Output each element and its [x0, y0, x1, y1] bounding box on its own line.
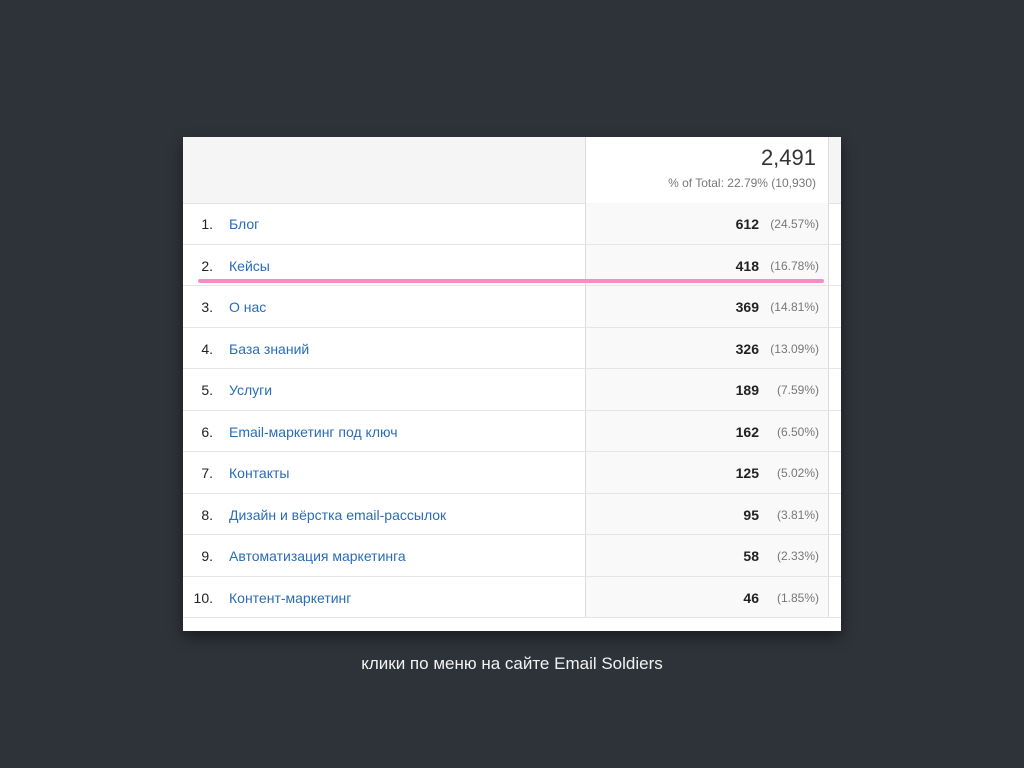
row-percent: (16.78%) — [770, 258, 819, 273]
metric-cell — [585, 452, 829, 493]
row-number: 9. — [201, 548, 213, 564]
table-row: 4. База знаний 326 (13.09%) — [183, 327, 841, 369]
row-percent: (13.09%) — [770, 341, 819, 356]
row-value: 125 — [735, 465, 759, 481]
row-link[interactable]: Кейсы — [229, 257, 270, 274]
slide-caption: клики по меню на сайте Email Soldiers — [361, 654, 663, 673]
row-number: 7. — [201, 465, 213, 481]
metric-cell — [585, 203, 829, 244]
highlight-underline — [198, 279, 824, 283]
row-link[interactable]: Услуги — [229, 382, 273, 398]
metric-cell — [585, 576, 829, 617]
table-row: 7. Контакты 125 (5.02%) — [183, 452, 841, 494]
row-percent: (7.59%) — [776, 383, 819, 397]
metric-cell — [585, 286, 829, 327]
row-value: 58 — [743, 548, 759, 564]
row-percent: (24.57%) — [770, 217, 819, 231]
metric-cell — [585, 410, 829, 451]
table-header: 2,491 % of Total: 22.79% (10,930) — [183, 137, 841, 204]
row-number: 10. — [193, 589, 213, 606]
table-row: 10. Контент-маркетинг 46 (1.85%) — [183, 576, 841, 618]
table-row: 5. Услуги 189 (7.59%) — [183, 369, 841, 411]
row-value: 95 — [743, 506, 759, 523]
row-number: 3. — [201, 299, 213, 315]
table-row: 6. Email-маркетинг под ключ 162 (6.50%) — [183, 410, 841, 452]
row-number: 8. — [201, 506, 213, 523]
table-row: 2. Кейсы 418 (16.78%) — [183, 244, 841, 286]
row-percent: (6.50%) — [776, 424, 819, 439]
row-link[interactable]: Дизайн и вёрстка email-рассылок — [229, 506, 447, 523]
row-percent: (3.81%) — [776, 507, 819, 522]
row-value: 418 — [735, 257, 759, 274]
metric-cell — [585, 493, 829, 534]
row-link[interactable]: Контент-маркетинг — [229, 589, 352, 606]
row-link[interactable]: Блог — [229, 216, 260, 232]
row-value: 162 — [735, 423, 759, 440]
row-number: 6. — [201, 423, 213, 440]
row-number: 5. — [201, 382, 213, 398]
table-row: 3. О нас 369 (14.81%) — [183, 286, 841, 328]
row-percent: (14.81%) — [770, 300, 819, 314]
row-value: 189 — [735, 382, 759, 398]
total-value: 2,491 — [760, 145, 816, 170]
total-percent-of-total: % of Total: 22.79% (10,930) — [668, 176, 816, 190]
row-percent: (2.33%) — [776, 549, 819, 563]
row-link[interactable]: Автоматизация маркетинга — [229, 548, 406, 564]
table-row: 9. Автоматизация маркетинга 58 (2.33%) — [183, 535, 841, 577]
metric-cell — [585, 535, 829, 576]
metric-cell — [585, 369, 829, 410]
row-link[interactable]: О нас — [229, 299, 267, 315]
row-percent: (5.02%) — [776, 466, 819, 480]
row-value: 326 — [735, 340, 759, 357]
row-percent: (1.85%) — [776, 590, 819, 605]
metric-cell — [585, 327, 829, 368]
row-number: 1. — [201, 216, 213, 232]
table-row: 8. Дизайн и вёрстка email-рассылок 95 (3… — [183, 493, 841, 535]
row-link[interactable]: Email-маркетинг под ключ — [229, 423, 398, 440]
row-value: 369 — [735, 299, 759, 315]
row-link[interactable]: Контакты — [229, 465, 290, 481]
row-value: 612 — [735, 216, 759, 232]
row-value: 46 — [743, 589, 759, 606]
report-table-card: 2,491 % of Total: 22.79% (10,930) 1. Бло… — [183, 137, 841, 631]
metric-cell — [585, 244, 829, 285]
row-number: 2. — [201, 257, 213, 274]
total-cell: 2,491 % of Total: 22.79% (10,930) — [585, 137, 829, 203]
table-body: 1. Блог 612 (24.57%) 2. Кейсы 418 (16.78… — [183, 203, 841, 618]
row-number: 4. — [201, 340, 213, 357]
row-link[interactable]: База знаний — [229, 340, 310, 357]
table-row: 1. Блог 612 (24.57%) — [183, 203, 841, 245]
